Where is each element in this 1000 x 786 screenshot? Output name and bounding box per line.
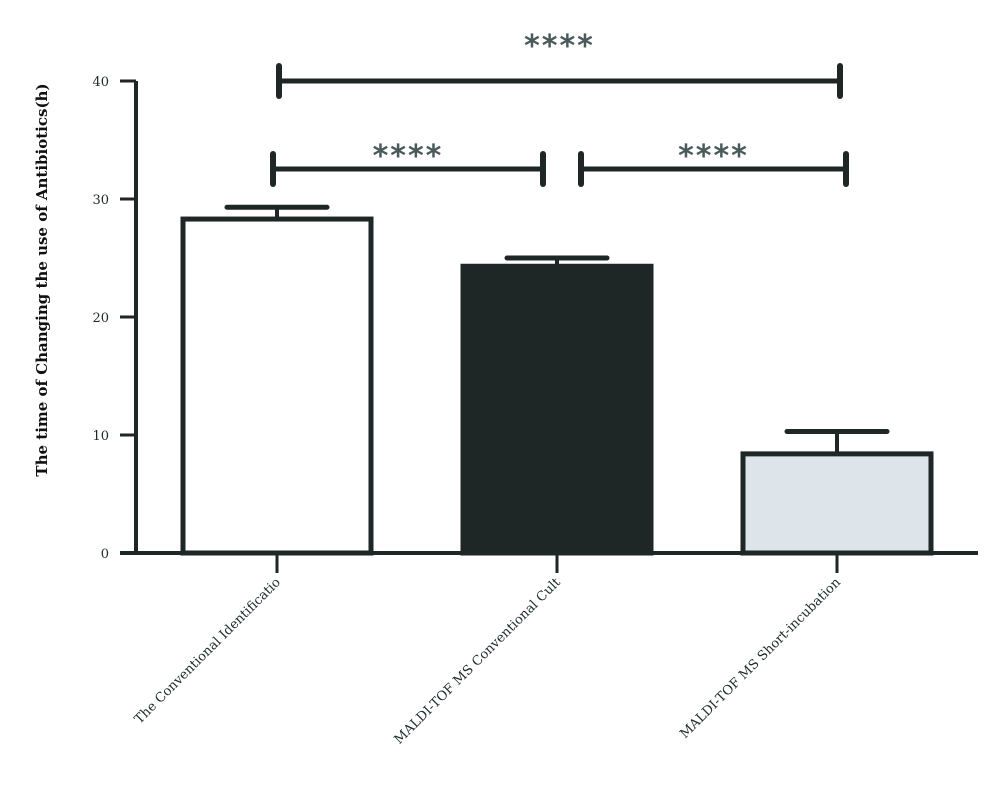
significance-bracket: **** [270, 139, 546, 187]
bars [180, 216, 934, 556]
error-bars [224, 204, 890, 454]
x-category-label: The Conventional Identificatio [132, 575, 284, 727]
significance-bracket: **** [578, 139, 849, 187]
y-axis: 0 10 20 30 40 [92, 75, 138, 562]
significance-label: **** [373, 139, 444, 174]
y-axis-title: The time of Changing the use of Antibiot… [33, 83, 51, 476]
x-category-label: MALDI-TOF MS Conventional Cult [392, 575, 565, 748]
bar [740, 451, 934, 556]
bar [180, 216, 374, 556]
y-tick-label: 10 [92, 429, 109, 444]
x-axis: The Conventional Identificatio MALDI-TOF … [120, 551, 978, 748]
significance-label: **** [678, 139, 749, 174]
y-tick-label: 40 [92, 75, 109, 90]
significance-label: **** [524, 29, 595, 64]
x-category-label: MALDI-TOF MS Short-incubation [677, 575, 844, 742]
bar [460, 263, 654, 556]
significance-bracket: **** [276, 29, 843, 99]
significance-brackets: **** **** **** [270, 29, 849, 187]
y-tick-label: 30 [92, 193, 109, 208]
y-tick-label: 20 [92, 311, 109, 326]
y-tick-label: 0 [101, 547, 109, 562]
